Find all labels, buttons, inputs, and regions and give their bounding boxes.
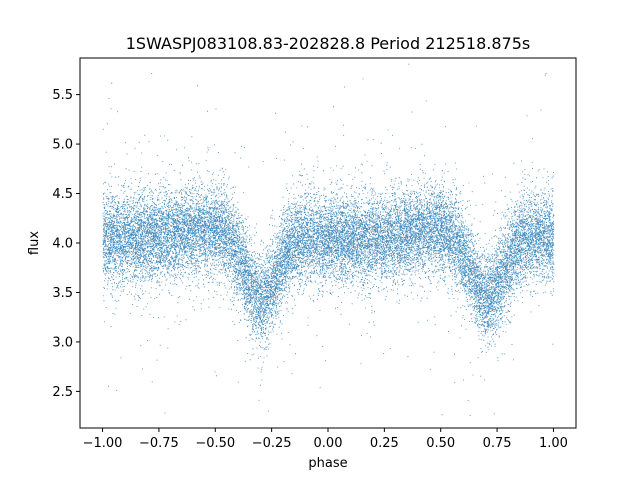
x-tick-label: 0.00 [314,436,343,451]
y-tick-label: 4.0 [52,237,73,252]
x-tick-label: −1.00 [83,436,123,451]
y-tick-label: 2.5 [52,385,73,400]
x-axis-label: phase [308,456,347,471]
x-tick-label: −0.75 [139,436,179,451]
x-tick-label: −0.50 [195,436,235,451]
chart-title: 1SWASPJ083108.83-202828.8 Period 212518.… [126,34,531,53]
y-tick-label: 3.5 [52,286,73,301]
y-tick-label: 3.0 [52,335,73,350]
x-tick-label: 0.75 [483,436,512,451]
x-tick-label: −0.25 [252,436,292,451]
y-tick-label: 4.5 [52,187,73,202]
x-axis: −1.00 −0.75 −0.50 −0.25 0.00 0.25 0.50 0.75 1.00 [83,428,568,451]
y-axis-label: flux [27,231,42,255]
x-tick-label: 0.50 [426,436,455,451]
y-tick-label: 5.0 [52,138,73,153]
x-tick-label: 1.00 [539,436,568,451]
y-axis: 2.5 3.0 3.5 4.0 4.5 5.0 5.5 [52,88,80,400]
x-tick-label: 0.25 [370,436,399,451]
y-tick-label: 5.5 [52,88,73,103]
data-points [102,63,555,416]
scatter-points [102,63,555,416]
